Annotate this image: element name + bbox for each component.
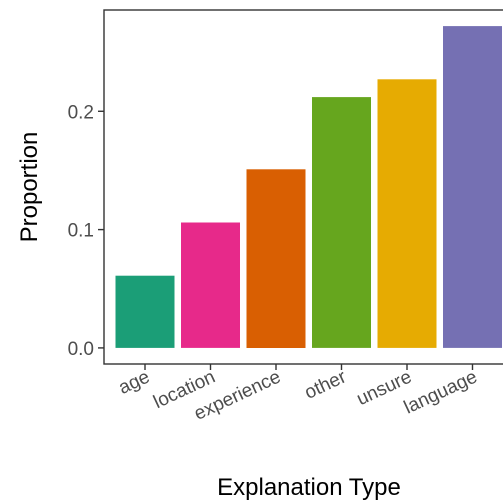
bar-location: [181, 222, 240, 348]
bar-experience: [246, 169, 306, 348]
plot-panel-border: [103, 9, 503, 365]
y-axis-title: Proportion: [16, 132, 43, 243]
y-tick-label: 0.2: [68, 102, 94, 123]
x-tick-label-other: other: [301, 366, 350, 404]
bar-other: [312, 97, 371, 348]
bar-language: [443, 26, 502, 348]
y-axis: 0.0 0.1 0.2: [68, 102, 104, 360]
x-axis-title: Explanation Type: [217, 474, 401, 501]
y-tick-label: 0.0: [68, 339, 94, 360]
bars-group: [115, 26, 502, 348]
x-tick-label-age: age: [116, 366, 154, 398]
bar-unsure: [377, 79, 437, 348]
bar-age: [115, 275, 175, 348]
y-tick-label: 0.1: [68, 221, 94, 242]
x-tick-label-language: language: [401, 366, 481, 418]
